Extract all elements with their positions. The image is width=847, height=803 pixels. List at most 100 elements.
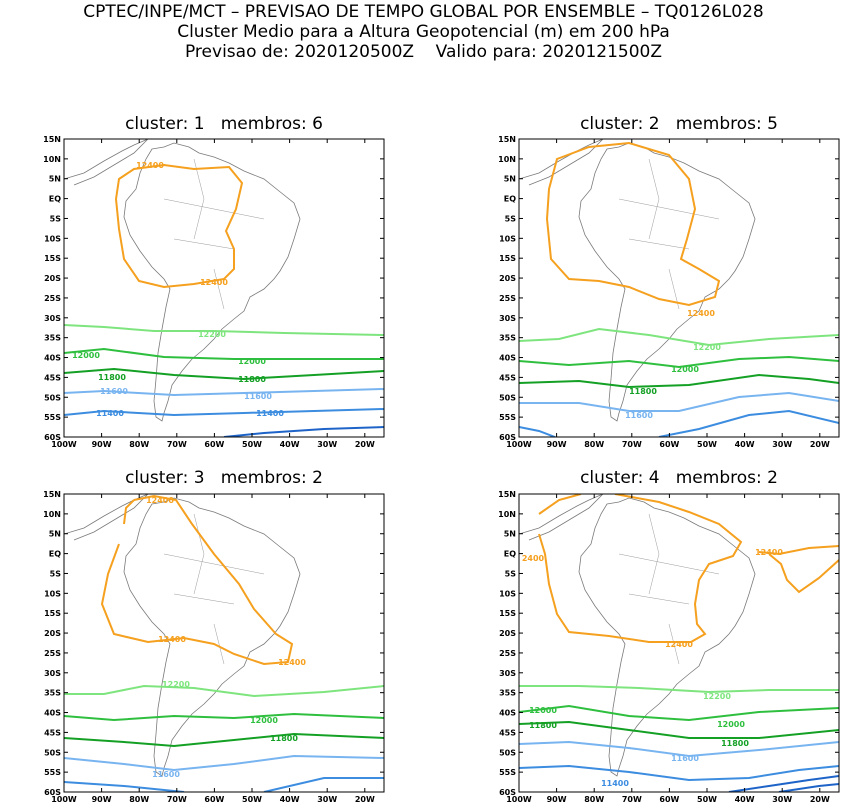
lat-tick-label: 50S xyxy=(499,393,516,402)
contour-label: 11600 xyxy=(244,392,272,401)
contour-line xyxy=(519,685,839,694)
panel-4-title: cluster: 4 membros: 2 xyxy=(580,468,778,488)
map-layer xyxy=(64,139,384,437)
lat-tick-label: 5S xyxy=(505,214,517,223)
lat-tick-label: 5S xyxy=(50,569,62,578)
contour-label: 12400 xyxy=(200,278,228,287)
country-border xyxy=(618,553,720,575)
contour-line xyxy=(519,355,839,369)
lat-tick-label: 10N xyxy=(498,155,516,164)
south-america-coastline xyxy=(123,497,301,777)
country-border xyxy=(628,593,690,605)
contour-line xyxy=(64,324,384,336)
south-america-coastline xyxy=(578,142,756,422)
lat-tick-label: 15N xyxy=(498,490,516,499)
lat-tick-label: 50S xyxy=(499,748,516,757)
country-border xyxy=(648,158,660,240)
lat-tick-label: 25S xyxy=(499,294,516,303)
lat-tick-label: 30S xyxy=(499,314,516,323)
contour-label: 11600 xyxy=(152,770,180,779)
lon-tick-label: 90W xyxy=(547,795,567,803)
lat-tick-label: 15N xyxy=(43,135,61,144)
lat-tick-label: 10S xyxy=(44,234,61,243)
lon-tick-label: 100W xyxy=(51,440,77,449)
contour-line xyxy=(64,367,384,381)
lat-tick-label: 50S xyxy=(44,748,61,757)
lat-tick-label: EQ xyxy=(504,195,516,204)
lat-tick-label: EQ xyxy=(49,550,61,559)
contour-line xyxy=(728,775,839,792)
contour-line xyxy=(64,347,384,360)
lon-tick-label: 90W xyxy=(92,795,112,803)
contour-label: 12200 xyxy=(703,692,731,701)
country-border xyxy=(193,513,205,595)
lat-tick-label: 10N xyxy=(43,155,61,164)
lat-tick-label: 55S xyxy=(499,413,516,422)
lat-tick-label: 5N xyxy=(504,175,516,184)
lat-tick-label: 20S xyxy=(44,274,61,283)
lon-tick-label: 50W xyxy=(242,795,262,803)
central-america-coastline xyxy=(519,139,604,186)
lat-tick-label: 20S xyxy=(499,629,516,638)
lon-tick-label: 70W xyxy=(622,795,642,803)
contour-line xyxy=(519,327,839,347)
lat-tick-label: 60S xyxy=(44,788,61,797)
lat-tick-label: 60S xyxy=(499,433,516,442)
contour-label: 11600 xyxy=(100,387,128,396)
lat-tick-label: 30S xyxy=(44,669,61,678)
contour-line xyxy=(538,494,582,515)
contour-line xyxy=(519,373,839,389)
contour-label: 12000 xyxy=(250,716,278,725)
contour-label: 12200 xyxy=(693,343,721,352)
lon-tick-label: 40W xyxy=(280,440,300,449)
contour-label: 12000 xyxy=(717,720,745,729)
contour-label: 12000 xyxy=(529,706,557,715)
lon-tick-label: 100W xyxy=(51,795,77,803)
country-border xyxy=(173,593,235,605)
lat-tick-label: 15S xyxy=(44,254,61,263)
lat-tick-label: 10S xyxy=(44,589,61,598)
country-border xyxy=(163,553,265,575)
map-frame xyxy=(518,493,840,793)
contour-line xyxy=(519,720,839,739)
lon-tick-label: 40W xyxy=(735,795,755,803)
contour-line xyxy=(64,732,384,748)
contour-label: 12200 xyxy=(162,680,190,689)
lat-tick-label: 10N xyxy=(498,510,516,519)
lon-tick-label: 100W xyxy=(506,440,532,449)
contour-line xyxy=(64,684,384,698)
contour-line xyxy=(658,409,839,437)
lon-tick-label: 50W xyxy=(697,795,717,803)
map-frame xyxy=(63,138,385,438)
lat-tick-label: 60S xyxy=(499,788,516,797)
lat-tick-label: 10S xyxy=(499,589,516,598)
lat-tick-label: 35S xyxy=(499,689,516,698)
lat-tick-label: 5N xyxy=(49,530,61,539)
contour-label: 11600 xyxy=(625,411,653,420)
lat-tick-label: 55S xyxy=(499,768,516,777)
lat-tick-label: 15N xyxy=(498,135,516,144)
country-border xyxy=(618,198,720,220)
contour-line xyxy=(758,545,839,556)
country-border xyxy=(193,158,205,240)
contour-label: 11800 xyxy=(529,721,557,730)
lat-tick-label: 40S xyxy=(44,354,61,363)
map-layer xyxy=(64,494,384,792)
contour-label: 12400 xyxy=(278,658,306,667)
contour-label: 12400 xyxy=(158,635,186,644)
contour-label: 12400 xyxy=(755,548,783,557)
lat-tick-label: 50S xyxy=(44,393,61,402)
lat-tick-label: 5N xyxy=(49,175,61,184)
lat-tick-label: 15N xyxy=(43,490,61,499)
contour-label: 12000 xyxy=(72,351,100,360)
central-america-coastline xyxy=(64,139,149,186)
contour-line xyxy=(100,494,294,666)
lat-tick-label: 20S xyxy=(44,629,61,638)
contour-line xyxy=(114,163,244,289)
country-border xyxy=(668,623,680,665)
country-border xyxy=(628,238,690,250)
